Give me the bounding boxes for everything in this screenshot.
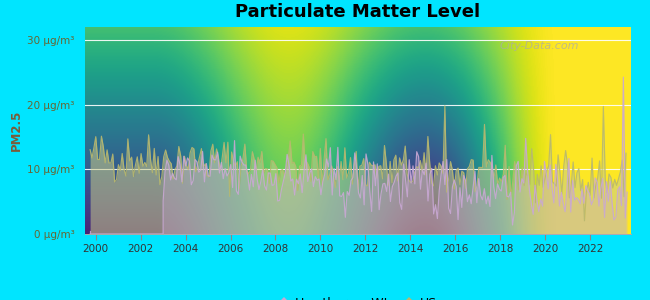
Text: City-Data.com: City-Data.com (499, 41, 579, 52)
Legend: Hawthorne, WI, US: Hawthorne, WI, US (273, 292, 442, 300)
Title: Particulate Matter Level: Particulate Matter Level (235, 3, 480, 21)
Y-axis label: PM2.5: PM2.5 (10, 110, 23, 151)
